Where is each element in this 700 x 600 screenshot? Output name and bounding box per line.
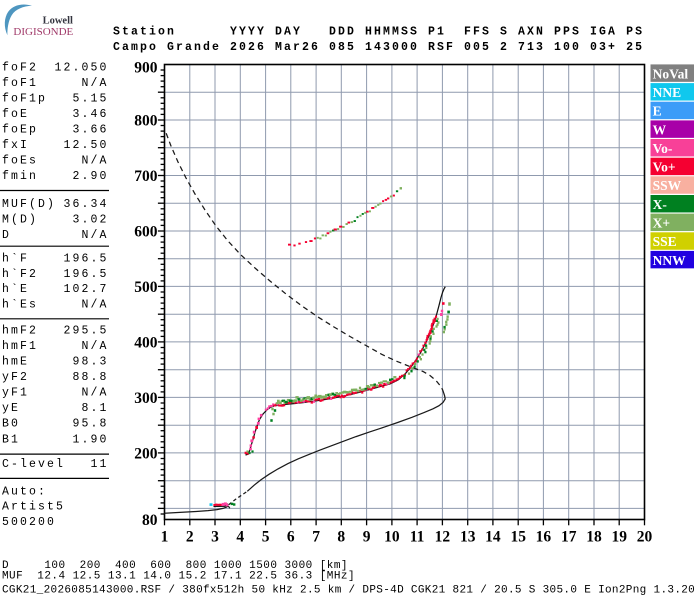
svg-text:NoVal: NoVal [653,66,689,81]
svg-text:hmF1: hmF1 [2,340,38,353]
svg-text:SSW: SSW [653,178,682,193]
svg-text:yE: yE [2,402,20,415]
svg-text:MUF(D): MUF(D) [2,198,56,211]
svg-text:h`E: h`E [2,283,29,296]
svg-text:102.7: 102.7 [63,283,108,296]
svg-text:1.90: 1.90 [72,433,108,446]
svg-text:2: 2 [186,529,194,546]
svg-text:1: 1 [161,529,169,546]
svg-text:SSE: SSE [653,234,677,249]
svg-text:700: 700 [134,168,158,185]
svg-text:600: 600 [134,224,158,241]
svg-text:400: 400 [134,335,158,352]
svg-text:10: 10 [384,529,400,546]
svg-text:W: W [653,122,667,137]
svg-text:B0: B0 [2,418,20,431]
svg-text:6: 6 [287,529,295,546]
svg-text:N/A: N/A [81,155,108,168]
svg-text:3.66: 3.66 [72,124,108,137]
svg-text:Auto:: Auto: [2,485,47,498]
svg-text:95.8: 95.8 [72,418,108,431]
svg-text:18: 18 [586,529,602,546]
svg-text:NNE: NNE [653,85,682,100]
svg-text:Vo-: Vo- [653,141,673,156]
svg-text:5.15: 5.15 [72,93,108,106]
svg-text:20: 20 [637,529,653,546]
svg-text:h`Es: h`Es [2,299,38,312]
svg-text:hmF2: hmF2 [2,325,38,338]
svg-text:Vo+: Vo+ [653,160,676,175]
svg-text:Station YYYY DAY DDD HH: Station YYYY DAY DDD HHMMSS P1 FFS S AXN… [113,25,644,38]
svg-text:12.050: 12.050 [54,62,108,75]
svg-text:Campo Grande 2026 Mar26 085 14: Campo Grande 2026 Mar26 085 143000 RSF 0… [113,41,644,54]
svg-text:16: 16 [536,529,552,546]
svg-text:foF1: foF1 [2,77,38,90]
svg-text:X+: X+ [653,216,670,231]
svg-text:D: D [2,229,11,242]
svg-text:NNW: NNW [653,253,686,268]
svg-text:B1: B1 [2,433,20,446]
svg-text:5: 5 [262,529,270,546]
svg-text:fxI: fxI [2,139,29,152]
svg-text:DIGISONDE: DIGISONDE [13,26,73,38]
svg-text:N/A: N/A [81,340,108,353]
svg-text:fmin: fmin [2,170,38,183]
svg-text:foEs: foEs [2,155,38,168]
svg-text:295.5: 295.5 [63,325,108,338]
svg-text:foE: foE [2,108,29,121]
svg-text:CGK21_2026085143000.RSF / 380f: CGK21_2026085143000.RSF / 380fx512h 50 k… [2,584,695,596]
svg-text:15: 15 [510,529,526,546]
svg-text:88.8: 88.8 [72,371,108,384]
svg-text:98.3: 98.3 [72,356,108,369]
svg-text:7: 7 [312,529,320,546]
svg-text:11: 11 [90,458,108,471]
svg-text:12: 12 [435,529,451,546]
svg-text:2.90: 2.90 [72,170,108,183]
svg-text:9: 9 [363,529,371,546]
svg-text:8: 8 [337,529,345,546]
svg-text:M(D): M(D) [2,213,38,226]
svg-text:3.02: 3.02 [72,213,108,226]
svg-text:h`F2: h`F2 [2,268,38,281]
svg-text:N/A: N/A [81,77,108,90]
svg-text:3.46: 3.46 [72,108,108,121]
svg-text:300: 300 [134,390,158,407]
svg-text:foF2: foF2 [2,62,38,75]
svg-text:MUF 12.4 12.5 13.1 14.0 15.2: MUF 12.4 12.5 13.1 14.0 15.2 17.1 22.5 3… [2,571,355,583]
svg-text:8.1: 8.1 [81,402,108,415]
svg-text:13: 13 [460,529,476,546]
svg-text:17: 17 [561,529,577,546]
svg-text:X-: X- [653,197,667,212]
svg-text:11: 11 [410,529,425,546]
svg-text:D 100 200 400 600 800: D 100 200 400 600 800 1000 1500 3000 [km… [2,560,348,572]
svg-text:N/A: N/A [81,387,108,400]
svg-text:500200: 500200 [2,516,56,529]
svg-text:h`F: h`F [2,252,29,265]
svg-text:12.50: 12.50 [63,139,108,152]
svg-text:3: 3 [211,529,219,546]
svg-text:80: 80 [142,512,158,529]
svg-text:yF2: yF2 [2,371,29,384]
svg-text:500: 500 [134,279,158,296]
svg-text:14: 14 [485,529,501,546]
svg-text:foF1p: foF1p [2,93,47,106]
svg-text:yF1: yF1 [2,387,29,400]
svg-text:foEp: foEp [2,124,38,137]
svg-text:Artist5: Artist5 [2,501,65,514]
svg-text:196.5: 196.5 [63,252,108,265]
svg-text:196.5: 196.5 [63,268,108,281]
svg-text:900: 900 [134,59,158,76]
svg-text:N/A: N/A [81,229,108,242]
svg-text:19: 19 [611,529,627,546]
svg-text:C-level: C-level [2,458,65,471]
svg-text:Lowell: Lowell [43,15,73,26]
svg-text:4: 4 [236,529,244,546]
svg-text:N/A: N/A [81,299,108,312]
svg-text:200: 200 [134,446,158,463]
svg-text:E: E [653,104,662,119]
svg-text:hmE: hmE [2,356,29,369]
svg-text:36.34: 36.34 [63,198,108,211]
svg-text:800: 800 [134,113,158,130]
